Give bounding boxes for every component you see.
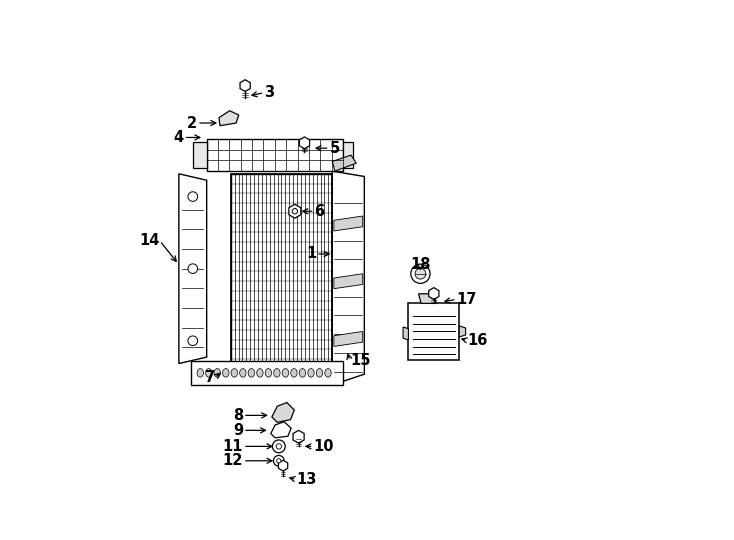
Ellipse shape xyxy=(299,369,305,377)
Polygon shape xyxy=(429,288,439,299)
Polygon shape xyxy=(403,327,408,340)
Text: 17: 17 xyxy=(457,292,477,307)
Ellipse shape xyxy=(206,369,212,377)
Polygon shape xyxy=(334,274,363,289)
Polygon shape xyxy=(207,139,343,171)
Circle shape xyxy=(276,444,281,449)
Ellipse shape xyxy=(248,369,255,377)
Ellipse shape xyxy=(325,369,331,377)
Text: 1: 1 xyxy=(306,246,316,261)
Ellipse shape xyxy=(274,369,280,377)
Polygon shape xyxy=(418,294,436,303)
Circle shape xyxy=(292,208,297,214)
Circle shape xyxy=(411,264,430,284)
Polygon shape xyxy=(179,174,207,363)
Text: 8: 8 xyxy=(233,408,243,423)
Text: 3: 3 xyxy=(264,85,275,100)
Polygon shape xyxy=(240,80,250,91)
Text: 12: 12 xyxy=(222,453,243,468)
Ellipse shape xyxy=(257,369,263,377)
Circle shape xyxy=(274,455,284,466)
Ellipse shape xyxy=(214,369,220,377)
Polygon shape xyxy=(219,111,239,126)
Ellipse shape xyxy=(222,369,229,377)
Polygon shape xyxy=(459,326,465,337)
Circle shape xyxy=(188,264,197,273)
Polygon shape xyxy=(333,155,356,171)
Polygon shape xyxy=(293,430,304,443)
Circle shape xyxy=(272,440,286,453)
Circle shape xyxy=(188,336,197,346)
Polygon shape xyxy=(334,332,363,347)
Text: 7: 7 xyxy=(205,370,214,386)
Polygon shape xyxy=(191,361,343,385)
Text: 14: 14 xyxy=(139,233,159,248)
Circle shape xyxy=(415,268,426,279)
Ellipse shape xyxy=(265,369,272,377)
Polygon shape xyxy=(271,422,291,438)
Polygon shape xyxy=(408,303,459,360)
Polygon shape xyxy=(193,141,207,168)
Polygon shape xyxy=(289,204,301,218)
Text: 13: 13 xyxy=(297,472,317,487)
Polygon shape xyxy=(334,216,363,231)
Text: 18: 18 xyxy=(410,257,431,272)
Polygon shape xyxy=(230,174,333,369)
Polygon shape xyxy=(333,171,364,385)
Ellipse shape xyxy=(316,369,323,377)
Ellipse shape xyxy=(239,369,246,377)
Ellipse shape xyxy=(197,369,203,377)
Ellipse shape xyxy=(231,369,238,377)
Text: 6: 6 xyxy=(315,204,324,219)
Text: 2: 2 xyxy=(187,116,197,131)
Circle shape xyxy=(188,192,197,201)
Text: 4: 4 xyxy=(173,130,184,145)
Ellipse shape xyxy=(308,369,314,377)
Text: 16: 16 xyxy=(468,333,488,348)
Text: 5: 5 xyxy=(330,140,340,156)
Polygon shape xyxy=(278,460,288,471)
Text: 9: 9 xyxy=(233,423,243,438)
Text: 15: 15 xyxy=(350,353,371,368)
Text: 11: 11 xyxy=(222,439,243,454)
Polygon shape xyxy=(272,402,294,422)
Polygon shape xyxy=(343,142,352,168)
Polygon shape xyxy=(299,137,310,148)
Ellipse shape xyxy=(291,369,297,377)
Text: 10: 10 xyxy=(313,439,334,454)
Circle shape xyxy=(277,458,281,463)
Ellipse shape xyxy=(283,369,288,377)
